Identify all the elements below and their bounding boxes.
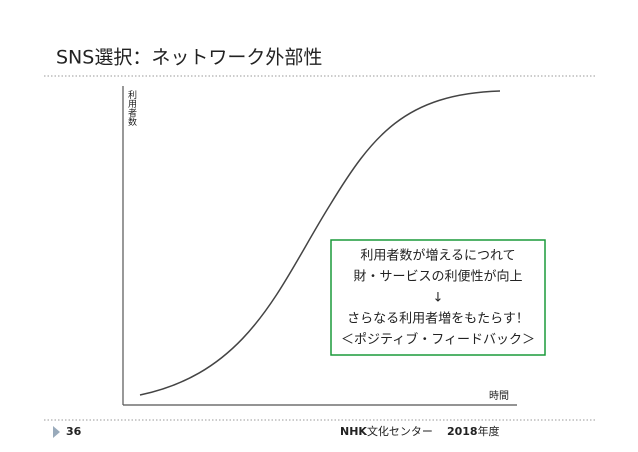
- s-curve: [139, 90, 501, 396]
- callout-line: ＜ポジティブ・フィードバック＞: [341, 332, 535, 348]
- footer-bullet: [53, 426, 60, 438]
- page-number: 36: [66, 425, 82, 438]
- callout-box: [330, 239, 546, 356]
- callout-line: 財・サービスの利便性が向上: [353, 269, 522, 285]
- y-axis-label: 利用者数: [126, 89, 137, 127]
- footer-org-part: 2018: [447, 425, 478, 438]
- footer-org-part: 文化センター: [367, 424, 433, 438]
- footer-org-part: NHK: [340, 425, 367, 438]
- footer-org: NHK文化センター 2018年度: [340, 424, 500, 438]
- footer-org-part: 年度: [478, 424, 500, 438]
- callout-line: ↓: [433, 291, 444, 306]
- callout-line: さらなる利用者増をもたらす！: [347, 312, 529, 327]
- callout-line: 利用者数が増えるにつれて: [360, 249, 515, 264]
- slide-title: SNS選択：ネットワーク外部性: [56, 47, 322, 69]
- x-axis-label: 時間: [489, 390, 509, 402]
